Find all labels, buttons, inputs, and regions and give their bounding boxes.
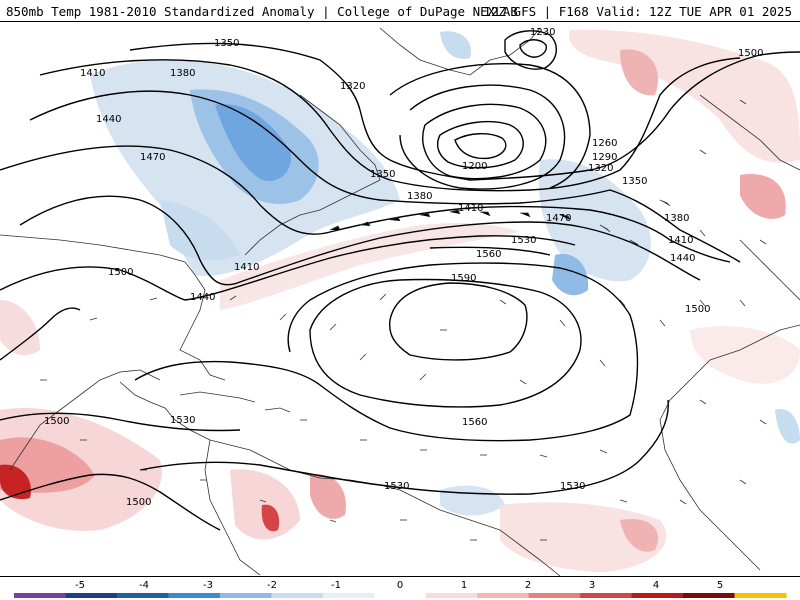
contour-label: 1410 xyxy=(458,203,483,214)
colorbar-tick-label: -1 xyxy=(331,580,341,591)
colorbar-swatch xyxy=(116,593,169,598)
colorbar-swatch xyxy=(580,593,633,598)
colorbar-ticks: -5 -4 -3 -2 -1 0 1 2 3 4 5 xyxy=(75,580,723,591)
contour-label: 1470 xyxy=(140,152,165,163)
colorbar-tick-label: 3 xyxy=(589,580,595,591)
colorbar-tick-label: 4 xyxy=(653,580,659,591)
colorbar-swatch xyxy=(219,593,272,598)
contour-label: 1410 xyxy=(80,68,105,79)
model-run-info: 12Z GFS | F168 Valid: 12Z TUE APR 01 202… xyxy=(483,4,792,19)
colorbar-tick-label: 5 xyxy=(717,580,723,591)
anomaly-shading xyxy=(90,31,800,516)
contour-label: 1500 xyxy=(738,48,763,59)
colorbar-tick-label: -4 xyxy=(139,580,149,591)
colorbar-swatch xyxy=(734,593,787,598)
contour-label: 1320 xyxy=(340,81,365,92)
colorbar-tick-label: -5 xyxy=(75,580,85,591)
colorbar-swatch xyxy=(14,593,66,598)
contour-label: 1470 xyxy=(546,213,571,224)
contour-label: 1560 xyxy=(476,249,501,260)
colorbar-swatch xyxy=(374,593,427,598)
colorbar-tick-label: 0 xyxy=(397,580,403,591)
title-bar: 850mb Temp 1981-2010 Standardized Anomal… xyxy=(0,0,800,22)
contour-label: 1410 xyxy=(234,262,259,273)
height-contours xyxy=(0,30,800,531)
contour-label: 1530 xyxy=(170,415,195,426)
contour-label: 1380 xyxy=(170,68,195,79)
colorbar-tick-label: -2 xyxy=(267,580,277,591)
contour-label: 1230 xyxy=(530,27,555,38)
contour-label: 1290 xyxy=(592,152,617,163)
colorbar-swatch xyxy=(425,593,478,598)
contour-label: 1260 xyxy=(592,138,617,149)
contour-label: 1350 xyxy=(214,38,239,49)
colorbar-tick-label: -3 xyxy=(203,580,213,591)
contour-label: 1500 xyxy=(126,497,151,508)
warm-anomaly-shading xyxy=(0,29,800,572)
contour-label: 1350 xyxy=(370,169,395,180)
contour-label: 1410 xyxy=(668,235,693,246)
colorbar-tick-label: 2 xyxy=(525,580,531,591)
colorbar-swatch xyxy=(528,593,581,598)
colorbar-svg: -5 -4 -3 -2 -1 0 1 2 3 4 5 xyxy=(14,580,787,598)
contour-label: 1560 xyxy=(462,417,487,428)
colorbar-swatch xyxy=(271,593,324,598)
contour-label: 1440 xyxy=(670,253,695,264)
colorbar-swatch xyxy=(322,593,375,598)
contour-label: 1440 xyxy=(96,114,121,125)
wind-barbs xyxy=(40,99,767,541)
colorbar-swatch xyxy=(65,593,118,598)
contour-label: 1380 xyxy=(664,213,689,224)
contour-label: 1590 xyxy=(451,273,476,284)
contour-label: 1530 xyxy=(384,481,409,492)
colorbar-swatch xyxy=(168,593,221,598)
contour-label: 1440 xyxy=(190,292,215,303)
contour-label: 1200 xyxy=(462,161,487,172)
colorbar-swatches xyxy=(14,593,787,598)
colorbar-swatch xyxy=(683,593,736,598)
contour-label: 1320 xyxy=(588,163,613,174)
map-title: 850mb Temp 1981-2010 Standardized Anomal… xyxy=(6,4,518,19)
contour-label: 1530 xyxy=(511,235,536,246)
contour-label: 1350 xyxy=(622,176,647,187)
contour-label: 1500 xyxy=(685,304,710,315)
map-canvas: 1350 1380 1410 1320 1230 1500 1440 1470 … xyxy=(0,27,800,576)
contour-label: 1500 xyxy=(108,267,133,278)
contour-label: 1530 xyxy=(560,481,585,492)
contour-label: 1500 xyxy=(44,416,69,427)
colorbar-tick-label: 1 xyxy=(461,580,467,591)
colorbar-swatch xyxy=(477,593,530,598)
contour-labels: 1350 1380 1410 1320 1230 1500 1440 1470 … xyxy=(44,27,763,508)
contour-label: 1380 xyxy=(407,191,432,202)
colorbar: -5 -4 -3 -2 -1 0 1 2 3 4 5 xyxy=(0,576,800,600)
colorbar-swatch xyxy=(631,593,684,598)
